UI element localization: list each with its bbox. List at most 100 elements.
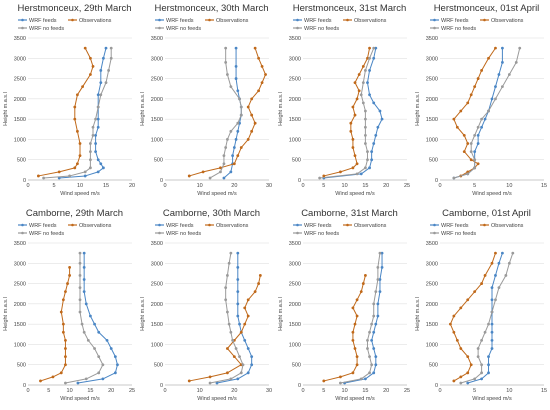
data-point <box>243 322 247 326</box>
data-point <box>364 274 367 277</box>
legend-item-wrf-feeds: WRF feeds <box>293 223 332 229</box>
data-point <box>241 363 245 367</box>
data-point <box>487 363 490 367</box>
y-tick-label: 1500 <box>151 322 163 328</box>
y-tick-label: 1500 <box>14 117 26 123</box>
data-point <box>215 381 219 385</box>
data-point <box>378 109 382 113</box>
data-point <box>380 265 384 269</box>
legend-marker <box>208 223 211 227</box>
data-point <box>355 298 359 302</box>
data-point <box>357 89 361 93</box>
series-observations <box>187 46 267 178</box>
data-point <box>236 314 240 318</box>
data-point <box>361 282 365 285</box>
data-point <box>82 330 86 334</box>
data-point <box>105 338 109 342</box>
data-point <box>364 117 367 121</box>
y-tick-label: 3500 <box>426 36 438 42</box>
data-point <box>61 298 65 302</box>
data-point <box>497 73 501 76</box>
y-tick-label: 2000 <box>426 97 438 103</box>
y-tick-label: 1000 <box>426 342 438 348</box>
y-tick-label: 500 <box>154 363 163 369</box>
chart-panel-herstmonceux-31-march: Herstmonceux, 31st March WRF feeds Observa… <box>275 0 412 205</box>
legend-item-wrf-feeds: WRF feeds <box>155 18 194 24</box>
legend-label: WRF no feeds <box>441 26 476 32</box>
y-tick-label: 1000 <box>14 137 26 143</box>
data-point <box>257 282 260 285</box>
y-axis-label: Height m.a.s.l <box>278 92 284 126</box>
data-point <box>452 330 456 334</box>
data-point <box>236 154 240 158</box>
data-point <box>246 298 250 302</box>
data-point <box>238 322 241 326</box>
data-point <box>469 93 473 97</box>
data-point <box>239 330 243 334</box>
legend-item-wrf-feeds: WRF feeds <box>430 18 469 24</box>
data-point <box>243 306 247 310</box>
data-point <box>84 377 88 381</box>
data-point <box>82 265 86 269</box>
data-point <box>378 290 382 294</box>
data-point <box>238 97 241 101</box>
data-point <box>91 125 95 129</box>
data-point <box>104 81 108 85</box>
data-point <box>364 133 367 137</box>
data-point <box>227 261 231 265</box>
chart-panel-camborne-30-march: Camborne, 30th March WRF feeds Observation… <box>137 205 274 410</box>
data-point <box>73 166 77 170</box>
data-point <box>501 60 504 64</box>
data-point <box>239 113 243 117</box>
legend-marker <box>483 18 486 22</box>
legend-marker <box>21 18 24 22</box>
legend-item-observations: Observations <box>68 223 112 229</box>
y-axis-label: Height m.a.s.l <box>140 92 146 126</box>
chart-panel-camborne-01-april: Camborne, 01st April WRF feeds Observation… <box>412 205 549 410</box>
y-tick-label: 0 <box>160 178 163 184</box>
data-point <box>376 314 380 318</box>
legend-item-observations: Observations <box>343 18 387 24</box>
data-point <box>68 265 71 269</box>
chart-title: Herstmonceux, 31st March <box>293 3 407 14</box>
data-point <box>81 85 84 89</box>
data-point <box>339 375 342 379</box>
x-tick-label: 5 <box>322 183 325 189</box>
data-point <box>368 330 371 334</box>
data-point <box>480 371 483 375</box>
series-observations <box>322 46 371 178</box>
data-point <box>469 363 473 367</box>
x-tick-label: 20 <box>231 183 237 189</box>
y-tick-label: 1500 <box>426 322 438 328</box>
x-tick-label: 20 <box>383 183 389 189</box>
data-point <box>490 286 494 290</box>
data-point <box>113 355 117 358</box>
data-point <box>97 371 101 375</box>
y-tick-label: 500 <box>17 363 26 369</box>
data-point <box>89 150 92 154</box>
data-point <box>469 158 473 162</box>
data-point <box>370 338 374 342</box>
data-point <box>366 150 369 154</box>
data-point <box>107 69 110 72</box>
data-point <box>494 251 497 255</box>
legend-label: WRF feeds <box>441 18 469 24</box>
data-point <box>376 265 380 269</box>
legend-label: Observations <box>216 223 249 229</box>
legend-label: WRF no feeds <box>29 26 64 32</box>
data-point <box>239 146 243 149</box>
data-point <box>487 109 490 113</box>
y-tick-label: 2500 <box>426 77 438 83</box>
data-point <box>116 363 119 367</box>
data-point <box>368 371 371 375</box>
data-point <box>73 117 77 121</box>
data-point <box>99 81 103 85</box>
series-line <box>216 253 253 384</box>
series-line <box>453 48 503 179</box>
data-point <box>257 89 260 93</box>
data-point <box>359 377 363 381</box>
data-point <box>226 138 229 141</box>
series-wrf-feeds <box>343 251 384 385</box>
chart-svg: Herstmonceux, 30th March WRF feeds Observa… <box>140 3 272 197</box>
x-tick-label: 15 <box>362 388 368 394</box>
